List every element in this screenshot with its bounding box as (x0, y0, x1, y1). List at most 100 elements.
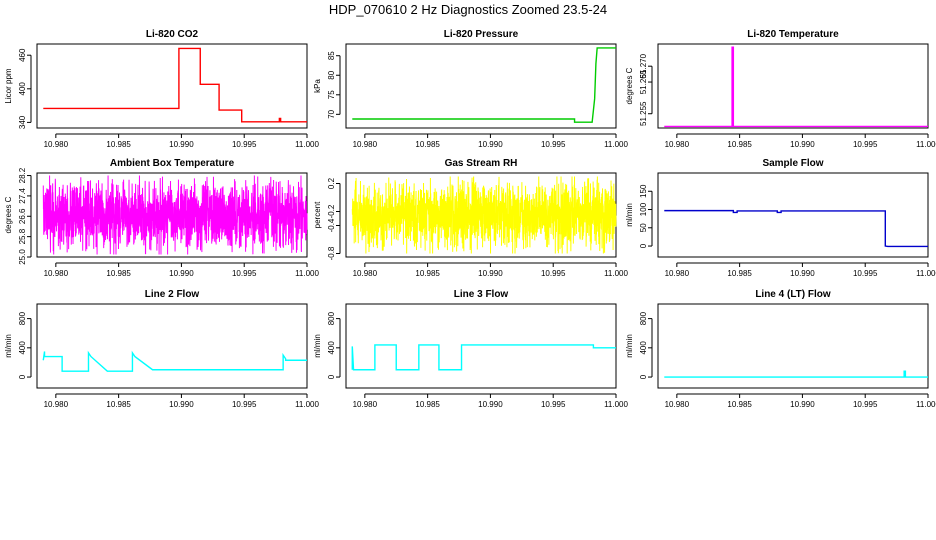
y-tick-label: 100 (639, 202, 648, 216)
panel-ambient-box-temperature: Ambient Box Temperature 10.980 10.985 10.99… (4, 158, 319, 278)
x-tick-label: 10.990 (478, 400, 503, 409)
y-tick-label: 26.6 (18, 208, 27, 224)
y-tick-label: 460 (18, 48, 27, 62)
x-tick-label: 11.000 (295, 400, 319, 409)
x-tick-label: 10.980 (44, 140, 69, 149)
panel-gas-stream-rh: Gas Stream RH 10.980 10.985 10.990 10.995 11.… (313, 158, 628, 278)
plot-frame (657, 172, 929, 258)
panel-title: Line 3 Flow (454, 289, 509, 300)
y-axis-label: kPa (313, 79, 322, 93)
y-axis-label: degrees C (625, 67, 634, 104)
y-tick-label: 0.2 (327, 177, 336, 189)
x-tick-label: 10.985 (415, 140, 440, 149)
plot-frame (345, 303, 617, 389)
x-tick-label: 10.980 (353, 140, 378, 149)
x-tick-label: 10.980 (665, 269, 690, 278)
x-tick-label: 10.985 (106, 140, 131, 149)
panel-title: Li-820 Temperature (747, 29, 839, 40)
x-tick-label: 10.980 (44, 400, 69, 409)
y-tick-label: 0 (18, 374, 27, 379)
y-tick-label: 800 (18, 311, 27, 325)
x-tick-label: 10.995 (232, 269, 257, 278)
panel-title: Sample Flow (762, 158, 823, 169)
panel-li-820-temperature: Li-820 Temperature 10.980 10.985 10.990 10.9… (625, 29, 936, 149)
y-axis-label: ml/min (625, 203, 634, 227)
series-line (351, 176, 617, 254)
y-tick-label: 51.270 (639, 53, 648, 78)
y-tick-label: 0 (639, 243, 648, 248)
x-tick-label: 10.980 (44, 269, 69, 278)
y-tick-label: 0 (327, 374, 336, 379)
series-line (352, 47, 616, 123)
x-tick-label: 10.990 (169, 140, 194, 149)
x-tick-label: 11.000 (916, 400, 936, 409)
y-axis-label: ml/min (625, 334, 634, 358)
x-tick-label: 11.000 (604, 269, 628, 278)
x-tick-label: 10.995 (541, 269, 566, 278)
x-tick-label: 10.985 (415, 269, 440, 278)
y-axis-label: Licor ppm (4, 68, 13, 103)
x-tick-label: 11.000 (295, 269, 319, 278)
x-tick-label: 11.000 (604, 400, 628, 409)
plot-frame (36, 43, 308, 129)
y-tick-label: 800 (327, 311, 336, 325)
x-tick-label: 10.980 (665, 400, 690, 409)
series-line (664, 46, 928, 128)
x-tick-label: 10.995 (232, 140, 257, 149)
x-tick-label: 10.995 (232, 400, 257, 409)
x-tick-label: 10.995 (853, 140, 878, 149)
y-tick-label: 51.265 (639, 69, 648, 94)
y-axis-label: ml/min (313, 334, 322, 358)
y-tick-label: 340 (18, 115, 27, 129)
x-tick-label: 10.990 (790, 400, 815, 409)
y-tick-label: 80 (327, 70, 336, 79)
panel-sample-flow: Sample Flow 10.980 10.985 10.990 10.995 11.00… (625, 158, 936, 278)
panel-title: Ambient Box Temperature (110, 158, 235, 169)
y-tick-label: -0.4 (327, 218, 336, 232)
y-tick-label: 800 (639, 311, 648, 325)
y-tick-label: 85 (327, 51, 336, 60)
x-tick-label: 10.995 (541, 140, 566, 149)
y-tick-label: 70 (327, 109, 336, 118)
series-line (43, 47, 307, 123)
panel-line-3-flow: Line 3 Flow 10.980 10.985 10.990 10.995 11.00… (313, 289, 628, 409)
y-tick-label: 400 (327, 341, 336, 355)
x-tick-label: 10.990 (478, 140, 503, 149)
x-tick-label: 10.985 (727, 140, 752, 149)
panel-title: Line 4 (LT) Flow (755, 289, 831, 300)
y-tick-label: 0 (639, 374, 648, 379)
plot-frame (657, 303, 929, 389)
y-tick-label: -0.8 (327, 246, 336, 260)
y-tick-label: 400 (18, 341, 27, 355)
y-tick-label: 50 (639, 223, 648, 232)
series-line (664, 370, 928, 378)
x-tick-label: 10.985 (727, 269, 752, 278)
y-tick-label: -0.2 (327, 204, 336, 218)
y-tick-label: 150 (639, 184, 648, 198)
y-tick-label: 28.2 (18, 167, 27, 183)
panel-title: Line 2 Flow (145, 289, 200, 300)
x-tick-label: 10.990 (790, 140, 815, 149)
panel-li-820-pressure: Li-820 Pressure 10.980 10.985 10.990 10.995 1… (313, 29, 628, 149)
x-tick-label: 10.985 (106, 269, 131, 278)
x-tick-label: 10.995 (541, 400, 566, 409)
y-axis-label: percent (313, 201, 322, 228)
x-tick-label: 10.990 (478, 269, 503, 278)
x-tick-label: 10.990 (790, 269, 815, 278)
x-tick-label: 10.985 (106, 400, 131, 409)
y-axis-label: ml/min (4, 334, 13, 358)
plot-frame (657, 43, 929, 129)
x-tick-label: 10.980 (665, 140, 690, 149)
y-tick-label: 25.0 (18, 249, 27, 265)
panel-line-2-flow: Line 2 Flow 10.980 10.985 10.990 10.995 11.00… (4, 289, 319, 409)
x-tick-label: 10.990 (169, 400, 194, 409)
y-tick-label: 400 (18, 82, 27, 96)
panel-line-4-lt-flow: Line 4 (LT) Flow 10.980 10.985 10.990 10.995… (625, 289, 936, 409)
y-tick-label: 27.4 (18, 188, 27, 204)
panel-title: Li-820 Pressure (444, 29, 519, 40)
plot-frame (345, 43, 617, 129)
x-tick-label: 10.995 (853, 400, 878, 409)
y-tick-label: 75 (327, 90, 336, 99)
x-tick-label: 11.000 (604, 140, 628, 149)
